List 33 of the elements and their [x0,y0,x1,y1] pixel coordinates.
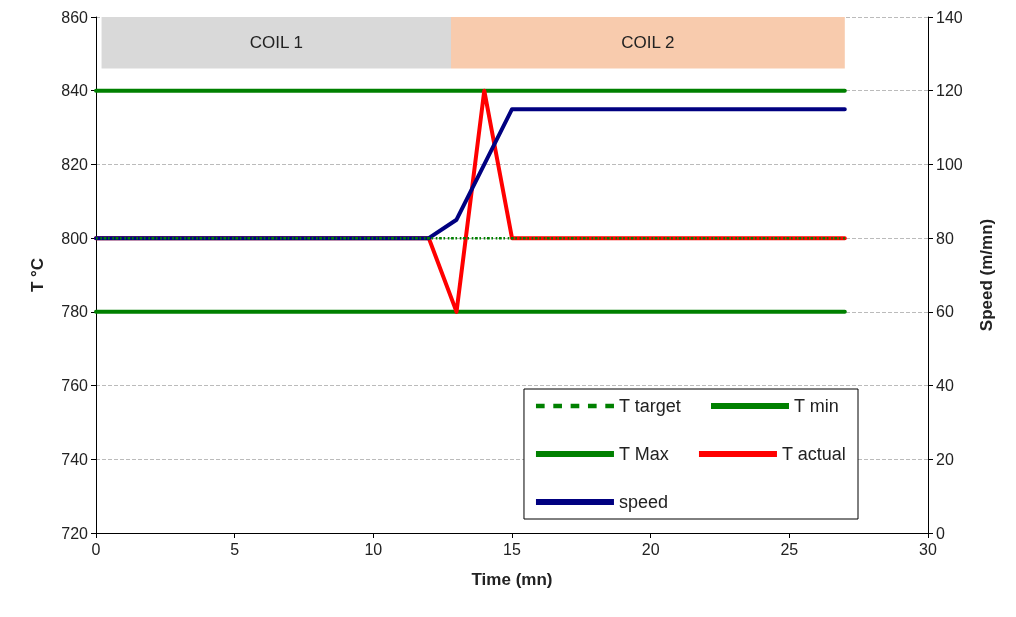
y2-tick-label: 140 [936,8,963,26]
x-tick-label: 20 [641,540,660,558]
x-tick-label: 5 [230,540,240,558]
x-tick-label: 30 [919,540,937,558]
legend-label: speed [618,492,669,512]
y-tick-label: 840 [61,82,89,100]
y-tick-label: 780 [61,303,89,321]
x-tick-label: 10 [364,540,383,558]
x-tick-label: 15 [503,540,521,558]
x-tick-label: 0 [91,540,101,558]
y-axis-title: T °C [28,257,47,293]
y-tick-label: 720 [61,524,89,542]
legend-label: T target [618,396,681,416]
y-tick-label: 740 [61,450,89,468]
y2-tick-label: 0 [936,524,945,542]
band-label: COIL 1 [249,33,303,53]
y-tick-label: 800 [61,229,89,247]
y2-tick-label: 60 [936,303,954,321]
band-label: COIL 2 [621,33,675,53]
y2-axis-title: Speed (m/mn) [977,218,996,332]
y2-tick-label: 20 [936,450,954,468]
legend-label: T Max [618,444,669,464]
legend-label: T actual [781,444,846,464]
y-tick-label: 860 [61,8,89,26]
y-tick-label: 760 [61,377,89,395]
y2-tick-label: 120 [936,82,963,100]
y2-tick-label: 80 [936,229,954,247]
y2-tick-label: 40 [936,377,954,395]
legend-label: T min [794,396,839,416]
y2-tick-label: 100 [936,155,963,173]
x-axis-title: Time (mn) [471,570,553,589]
y-tick-label: 820 [61,155,89,173]
x-tick-label: 25 [780,540,799,558]
